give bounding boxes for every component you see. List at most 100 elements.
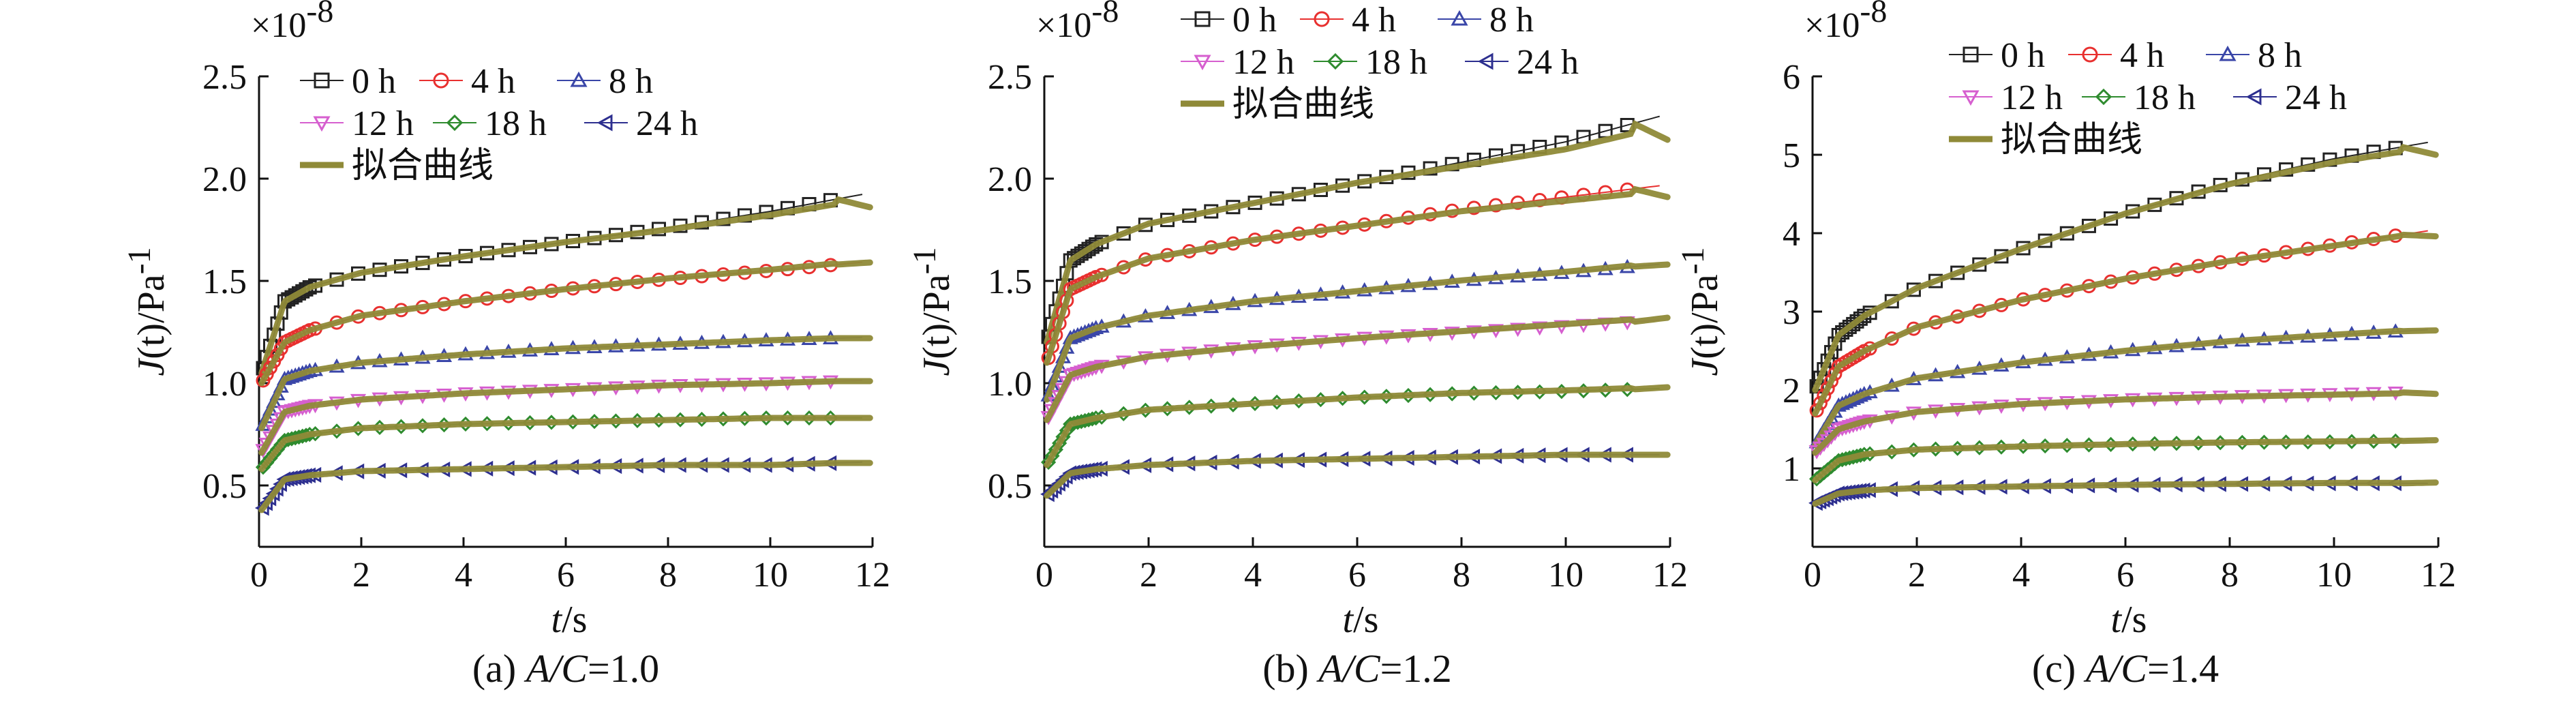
y-axis-label: J(t)/Pa-1 [1675,247,1726,376]
series-line [1815,329,2428,446]
marker-triangle-up [2219,45,2237,61]
x-tick-label: 8 [1453,556,1470,595]
legend-label: 8 h [2258,36,2302,75]
series-24h [254,455,873,516]
text-part: ×10 [251,6,306,45]
fit-curve [1812,479,2439,507]
text-part: /s [562,599,587,641]
text-part: ×10 [1804,6,1860,45]
x-tick-label: 6 [1348,556,1366,595]
text-part: (t) [130,323,172,359]
legend: 0 h 4 h 8 h 12 h 18 h 24 h 拟合曲线 [1949,36,2347,160]
text-part: -1 [121,247,157,274]
fit-curve [1812,231,2439,417]
marker-triangle-left [2245,88,2262,106]
x-tick-label: 4 [1244,556,1262,595]
x-axis-label: t/s [1343,599,1379,641]
y-tick-label: 2.5 [988,58,1032,97]
x-tick-label: 8 [2221,556,2239,595]
marker-square [1963,46,1979,63]
text-part: t [2111,599,2123,641]
text-part: /s [2121,599,2147,641]
legend-label: 18 h [485,104,547,143]
y-tick-label: 2 [1783,372,1800,410]
text-part: (t) [915,323,958,359]
panel-caption: (b) A/C=1.2 [1262,646,1452,691]
axis-multiplier: ×10-8 [1036,0,1119,45]
x-tick-label: 12 [1652,556,1688,595]
chart-panel-1: 0 2 4 6 8 10 120.51.01.52.02.5×10-8t/sJ(t)/Pa-… [121,0,890,691]
fit-curve [1044,451,1671,499]
legend-label: 8 h [1489,1,1534,40]
y-tick-label: 1.0 [202,365,247,404]
text-part: -8 [1860,0,1887,29]
fit-curve [1044,185,1671,366]
series-12h [1808,386,2439,460]
marker-triangle-down [1194,55,1211,71]
series-0h [1809,140,2439,394]
text-part: =1.0 [588,646,659,691]
text-part: -1 [1675,247,1711,274]
panel-caption: (a) A/C=1.0 [472,646,659,691]
marker-circle [433,72,449,89]
series-8h [1040,258,1671,403]
panel-caption: (c) A/C=1.4 [2032,646,2219,691]
series-12h [1040,314,1671,425]
y-tick-label: 1.5 [202,262,247,301]
x-tick-label: 0 [250,556,268,595]
fit-curve [1044,384,1671,468]
text-part: (a) [472,646,526,691]
x-tick-label: 4 [455,556,472,595]
legend-label: 4 h [471,62,515,101]
y-tick-label: 6 [1783,58,1800,97]
legend: 0 h 4 h 8 h 12 h 18 h 24 h 拟合曲线 [300,62,698,186]
fit-curve [258,196,873,376]
fit-curve [258,415,873,472]
marker-triangle-left [596,114,613,132]
marker-triangle-up [570,71,588,87]
y-tick-label: 1 [1783,450,1800,489]
text-part: A/C [1316,646,1381,691]
series-18h [255,410,873,475]
fit-curve [1812,389,2439,456]
legend-label: 12 h [1232,43,1294,82]
text-part: t [551,599,563,641]
chart-panel-2: 0 2 4 6 8 10 120.51.01.52.02.5×10-8t/sJ(t)/Pa-… [907,0,1688,691]
marker-triangle-left [1477,52,1494,70]
y-tick-label: 0.5 [988,467,1032,506]
fit-curve [258,460,873,513]
text-part: -8 [306,0,333,29]
text-part: t [1343,599,1354,641]
fit-curve [1812,437,2439,483]
legend-label: 12 h [2001,78,2063,117]
x-axis-label: t/s [2111,599,2147,641]
legend-fit-label: 拟合曲线 [2001,119,2142,160]
x-tick-label: 2 [352,556,370,595]
text-part: A/C [2083,646,2149,691]
text-part: =1.4 [2147,646,2219,691]
axis-multiplier: ×10-8 [251,0,333,45]
fit-curve [258,259,873,387]
text-part: /Pa [915,274,958,323]
x-tick-label: 12 [2421,556,2456,595]
x-tick-label: 0 [1035,556,1053,595]
marker-diamond [1327,52,1344,70]
marker-circle [1314,11,1330,27]
x-tick-label: 10 [753,556,788,595]
text-part: ×10 [1036,6,1091,45]
y-tick-label: 2.0 [202,160,247,199]
y-axis-label: J(t)/Pa-1 [907,247,958,376]
series-18h [1808,433,2439,487]
legend-label: 24 h [2285,78,2347,117]
legend: 0 h 4 h 8 h 12 h 18 h 24 h 拟合曲线 [1181,1,1579,125]
series-4h [256,258,873,388]
text-part: J [915,357,958,376]
legend-label: 4 h [2120,36,2164,75]
marker-triangle-up [1451,10,1468,26]
x-axis-label: t/s [551,599,588,641]
marker-triangle-down [1962,90,1980,106]
x-tick-label: 8 [659,556,677,595]
series-8h [1808,323,2439,449]
marker-diamond [2095,88,2112,106]
